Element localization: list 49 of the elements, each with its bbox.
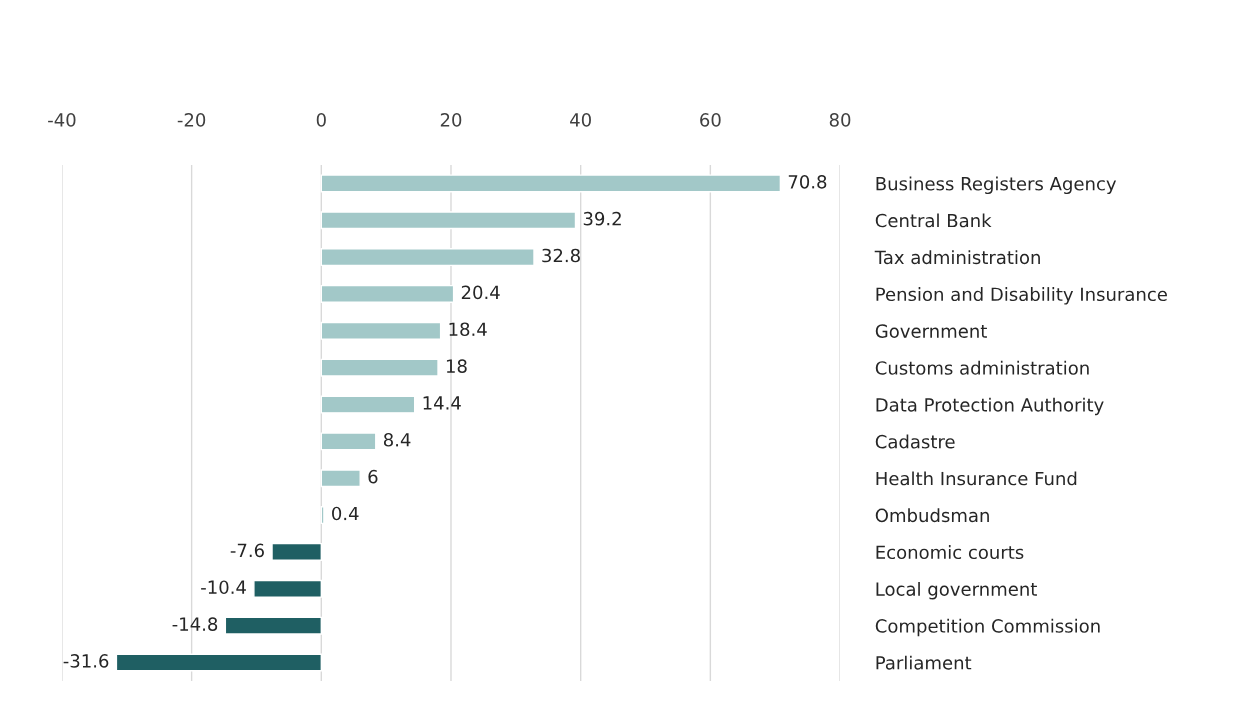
y-tick-label: Tax administration — [874, 250, 1040, 265]
bar — [320, 211, 577, 230]
x-tick-label: 60 — [700, 113, 721, 127]
bar — [320, 506, 325, 525]
data-label: 6 — [368, 469, 378, 484]
y-tick-label: Ombudsman — [875, 508, 989, 523]
data-label: 70.8 — [788, 174, 827, 189]
bar — [224, 616, 323, 635]
bar — [320, 358, 439, 377]
bar — [320, 284, 455, 303]
x-tick-label: 80 — [829, 113, 851, 127]
bar — [320, 469, 361, 488]
y-tick-label: Health Insurance Fund — [876, 471, 1077, 486]
data-label: 0.4 — [332, 506, 359, 521]
x-tick-label: -40 — [48, 113, 76, 127]
bar — [271, 542, 323, 561]
y-tick-label: Central Bank — [875, 213, 992, 228]
bar — [115, 653, 323, 672]
y-tick-label: Business Registers Agency — [876, 176, 1117, 195]
y-tick-label: Parliament — [876, 655, 972, 670]
data-label: -7.6 — [230, 543, 264, 558]
y-tick-label: Cadastre — [875, 434, 955, 449]
data-label: 39.2 — [583, 211, 621, 226]
y-tick-label: Government — [875, 324, 987, 338]
bar — [320, 174, 782, 193]
x-tick-label: 40 — [570, 113, 591, 127]
bar — [320, 432, 377, 451]
data-label: 32.8 — [542, 248, 580, 263]
data-label: 18.4 — [449, 322, 487, 337]
y-tick-label: Economic courts — [876, 545, 1024, 560]
bar — [253, 579, 323, 598]
data-label: 14.4 — [423, 396, 461, 410]
data-label: -31.6 — [63, 654, 109, 668]
data-label: -10.4 — [201, 580, 246, 595]
bar — [320, 395, 416, 414]
data-label: 20.4 — [461, 285, 500, 300]
y-tick-label: Local government — [876, 581, 1037, 600]
x-tick-label: 20 — [440, 113, 462, 127]
data-label: -14.8 — [172, 617, 218, 631]
y-tick-label: Competition Commission — [875, 618, 1100, 637]
x-tick-label: 0 — [316, 113, 326, 127]
x-tick-label: -20 — [177, 113, 206, 127]
data-label: 8.4 — [383, 432, 411, 447]
y-tick-label: Pension and Disability Insurance — [876, 287, 1167, 305]
y-tick-label: Data Protection Authority — [876, 397, 1104, 416]
bar — [320, 248, 535, 267]
y-tick-label: Customs administration — [875, 360, 1089, 375]
data-label: 18 — [446, 359, 467, 373]
bar — [320, 321, 442, 340]
